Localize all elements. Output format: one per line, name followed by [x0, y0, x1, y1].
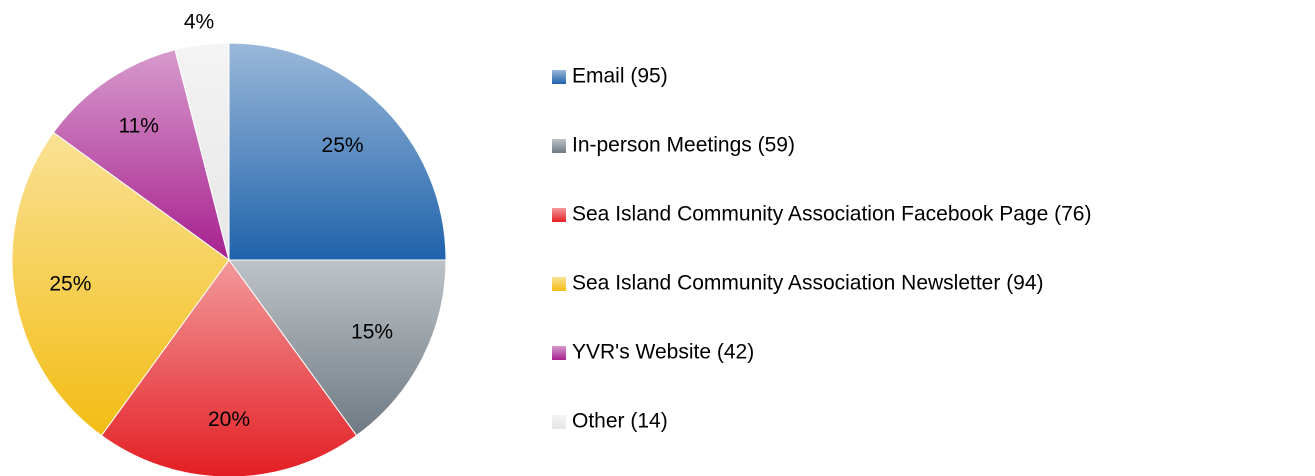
pie-slice: [228, 259, 447, 437]
legend-swatch: [552, 346, 566, 360]
data-label: 15%: [351, 320, 393, 343]
data-label: 25%: [322, 134, 364, 157]
legend-swatch: [552, 415, 566, 429]
legend-swatch: [552, 277, 566, 291]
legend-swatch: [552, 139, 566, 153]
pie-slice: [100, 259, 358, 476]
legend-label: YVR's Website (42): [572, 341, 754, 364]
legend-label: Email (95): [572, 65, 668, 88]
pie-slice: [11, 131, 230, 437]
legend-swatch: [552, 208, 566, 222]
pie-slice: [52, 49, 230, 262]
pie-slice: [174, 42, 230, 261]
legend-swatch: [552, 70, 566, 84]
legend-label: Sea Island Community Association Newslet…: [572, 272, 1044, 295]
data-label: 20%: [208, 408, 250, 431]
data-label: 11%: [118, 115, 158, 138]
data-label: 4%: [184, 10, 214, 33]
pie-slice: [228, 42, 447, 261]
legend-label: Other (14): [572, 410, 668, 433]
legend-label: In-person Meetings (59): [572, 134, 795, 157]
legend-label: Sea Island Community Association Faceboo…: [572, 203, 1091, 226]
data-label: 25%: [49, 273, 91, 296]
